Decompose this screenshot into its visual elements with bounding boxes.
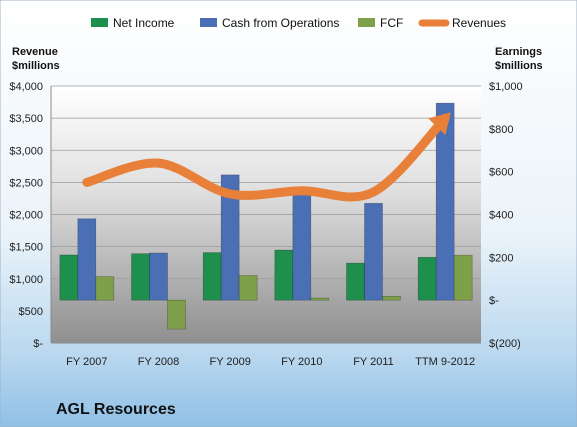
right-axis-title-line2: $millions [495,60,543,72]
left-axis-title-line1: Revenue [12,46,58,58]
bar-fcf [167,299,186,330]
legend-swatch-net-income [91,18,108,27]
chart-title: AGL Resources [56,401,176,418]
x-tick-label: FY 2009 [209,356,250,368]
revenue-line [82,112,451,202]
bar-fcf [453,254,473,301]
bar-cash-from-operations [77,218,97,301]
bar-net-income [274,249,294,301]
legend-label-cash-from-operations: Cash from Operations [222,16,339,30]
bar-cash-from-operations [292,187,312,301]
x-tick-label: FY 2011 [353,356,394,368]
bar-fcf [238,275,258,301]
bar-net-income [417,257,437,301]
left-tick-label: $- [33,338,43,350]
left-tick-label: $3,500 [9,113,43,125]
left-tick-label: $1,000 [9,274,43,286]
left-tick-label: $2,500 [9,177,43,189]
left-tick-label: $4,000 [9,81,43,93]
bars [59,102,473,330]
right-axis-title-line1: Earnings [495,46,542,58]
bar-net-income [131,253,150,301]
x-tick-label: FY 2007 [66,356,107,368]
bar-fcf [95,276,115,301]
left-tick-label: $3,000 [9,145,43,157]
left-axis-title-line2: $millions [12,60,60,72]
bar-cash-from-operations [149,252,168,301]
bar-fcf [310,297,330,301]
left-tick-label: $500 [19,306,43,318]
legend-label-net-income: Net Income [113,16,175,30]
right-tick-label: $200 [489,252,513,264]
bar-cash-from-operations [220,174,240,301]
legend: Net Income Cash from Operations FCF Reve… [91,16,506,30]
legend-label-fcf: FCF [380,16,403,30]
left-tick-label: $1,500 [9,242,43,254]
line-revenues [82,113,450,202]
right-tick-label: $(200) [489,338,521,350]
bar-fcf [382,296,401,301]
bar-net-income [346,262,365,301]
x-tick-label: TTM 9-2012 [415,356,475,368]
bar-net-income [202,252,222,301]
line-arrowhead [428,112,451,136]
bar-cash-from-operations [364,203,383,301]
right-tick-label: $600 [489,167,513,179]
left-tick-label: $2,000 [9,210,43,222]
axes: $- $500 $1,000 $1,500 $2,000 $2,500 $3,000 $3,5… [9,81,522,368]
right-tick-label: $800 [489,124,513,136]
bar-net-income [59,254,79,301]
gridlines [51,85,481,344]
right-tick-label: $1,000 [489,81,523,93]
x-tick-label: FY 2008 [138,356,179,368]
right-tick-label: $- [489,295,499,307]
x-tick-label: FY 2010 [281,356,322,368]
legend-swatch-fcf [358,18,375,27]
legend-label-revenues: Revenues [452,16,506,30]
legend-swatch-cash-from-operations [200,18,217,27]
right-tick-label: $400 [489,210,513,222]
bar-cash-from-operations [435,102,455,301]
